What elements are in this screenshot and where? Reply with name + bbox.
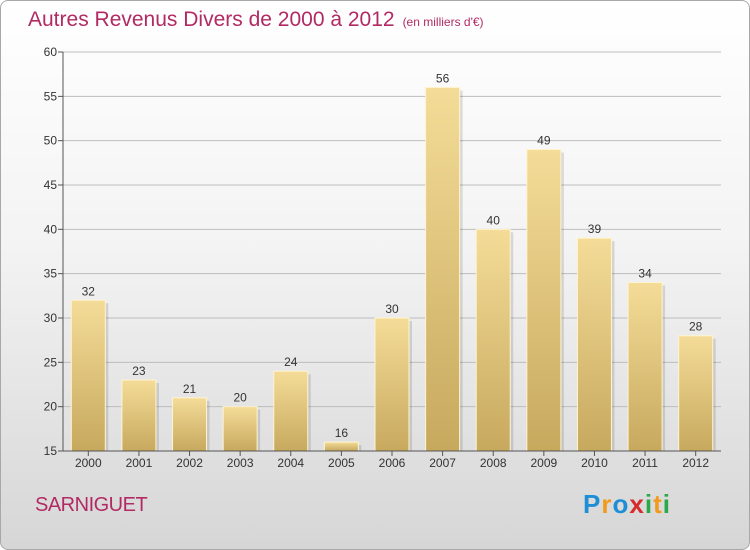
x-tick-label: 2004 xyxy=(277,456,304,470)
chart-unit-note: (en milliers d'€) xyxy=(402,15,484,29)
bar xyxy=(425,86,461,452)
chart-title: Autres Revenus Divers de 2000 à 2012 (en … xyxy=(28,8,484,32)
bar-value-label: 56 xyxy=(436,71,450,85)
x-tick-label: 2003 xyxy=(227,456,254,470)
bar xyxy=(222,406,258,452)
bar xyxy=(121,379,157,452)
bar xyxy=(273,370,309,452)
y-tick-label: 15 xyxy=(44,444,58,458)
x-tick-label: 2008 xyxy=(480,456,507,470)
bar-value-label: 28 xyxy=(689,320,703,334)
logo-letter: o xyxy=(612,489,630,519)
axis-layer: 15 20 25 30 35 40 45 50 55 60 2000 2001 2002 2003 2004… xyxy=(44,45,721,470)
logo-letter: P xyxy=(583,489,602,519)
bar-value-label: 49 xyxy=(537,134,551,148)
commune-name: SARNIGUET xyxy=(35,494,148,516)
x-tick-label: 2005 xyxy=(328,456,355,470)
logo-letter: r xyxy=(601,489,613,519)
bar xyxy=(323,441,359,452)
bar xyxy=(172,397,208,452)
bar-value-label: 16 xyxy=(335,426,349,440)
proxiti-logo: Proxiti xyxy=(583,489,671,520)
bar-value-label: 32 xyxy=(82,284,96,298)
y-tick-label: 20 xyxy=(44,400,58,414)
bar-value-label: 40 xyxy=(487,213,501,227)
bar-value-label: 20 xyxy=(233,391,247,405)
bar xyxy=(526,149,562,452)
y-tick-label: 30 xyxy=(44,311,58,325)
bar xyxy=(475,228,511,452)
x-tick-label: 2011 xyxy=(632,456,658,470)
bar-layer: 32 23 21 20 24 16 30 56 40 49 39 34 28 xyxy=(70,71,716,452)
x-tick-label: 2001 xyxy=(126,456,153,470)
bar-value-label: 39 xyxy=(588,222,602,236)
bar-value-label: 34 xyxy=(638,267,652,281)
bar xyxy=(678,335,714,452)
bar-value-label: 21 xyxy=(183,382,197,396)
x-tick-label: 2009 xyxy=(530,456,557,470)
bar xyxy=(70,299,106,452)
bar-value-label: 30 xyxy=(385,302,399,316)
y-tick-label: 40 xyxy=(44,222,58,236)
logo-letter: t xyxy=(653,489,663,519)
x-tick-label: 2000 xyxy=(75,456,102,470)
x-tick-label: 2010 xyxy=(581,456,608,470)
y-tick-label: 55 xyxy=(44,89,58,103)
x-tick-label: 2006 xyxy=(379,456,406,470)
x-tick-label: 2002 xyxy=(176,456,203,470)
y-tick-label: 45 xyxy=(44,178,58,192)
y-tick-label: 50 xyxy=(44,134,58,148)
bar-value-label: 24 xyxy=(284,355,298,369)
logo-letter: i xyxy=(644,489,654,519)
logo-letter: i xyxy=(662,489,671,519)
y-tick-label: 25 xyxy=(44,355,58,369)
chart-title-text: Autres Revenus Divers de 2000 à 2012 xyxy=(28,8,395,31)
logo-letter: x xyxy=(629,489,645,519)
bar xyxy=(576,237,612,452)
y-tick-label: 60 xyxy=(44,45,58,59)
y-tick-label: 35 xyxy=(44,267,58,281)
x-tick-label: 2007 xyxy=(429,456,456,470)
bar xyxy=(627,282,663,452)
bar-value-label: 23 xyxy=(132,364,146,378)
x-tick-label: 2012 xyxy=(682,456,709,470)
bar xyxy=(374,317,410,452)
